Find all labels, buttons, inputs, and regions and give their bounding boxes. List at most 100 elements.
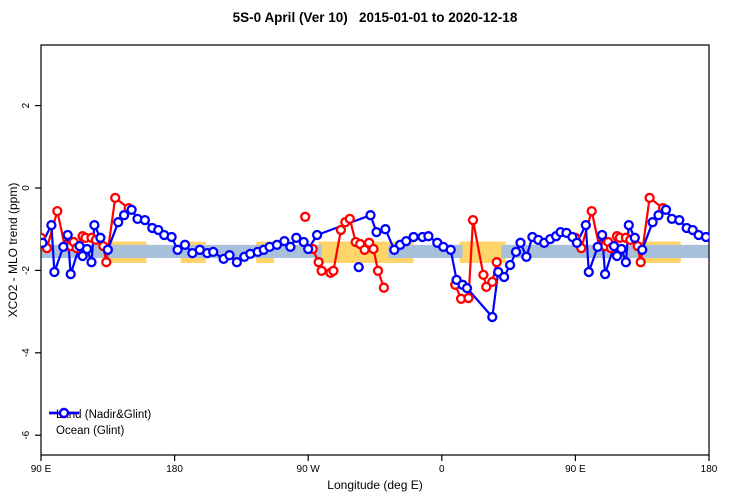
ocean-data-point <box>291 232 302 243</box>
legend-item-ocean: Ocean (Glint) <box>47 407 151 439</box>
ocean-data-point <box>599 268 611 280</box>
ocean-data-point <box>139 214 151 226</box>
ocean-data-point <box>653 210 664 221</box>
ocean-data-point <box>515 237 526 248</box>
chart-title: 5S-0 April (Ver 10) 2015-01-01 to 2020-1… <box>232 10 518 25</box>
land-data-point <box>635 257 646 268</box>
ocean-legend-marker-icon <box>49 407 79 419</box>
land-data-point <box>52 205 63 217</box>
ocean-data-point <box>371 226 382 238</box>
ocean-data-point <box>58 241 69 253</box>
ocean-data-point <box>616 243 627 255</box>
x-tick-label: 90 E <box>565 464 586 475</box>
ocean-data-point <box>674 214 685 226</box>
x-axis-label: Longitude (deg E) <box>327 478 423 492</box>
ocean-data-point <box>95 232 106 243</box>
ocean-data-point <box>231 257 243 268</box>
ocean-data-point <box>487 311 498 323</box>
land-data-point <box>335 224 347 236</box>
land-data-point <box>313 257 324 268</box>
land-data-point <box>101 257 112 268</box>
y-axis-label: XCO2 - MLO trend (ppm) <box>6 182 20 318</box>
ocean-data-point <box>401 235 412 247</box>
ocean-data-point <box>620 257 632 268</box>
ocean-data-point <box>46 219 57 231</box>
land-data-point <box>467 214 479 226</box>
ocean-data-point <box>81 243 93 255</box>
x-tick-label: 180 <box>166 464 183 475</box>
x-tick-label: 90 W <box>297 464 321 475</box>
legend: Land (Nadir&Glint) Ocean (Glint) <box>47 407 151 439</box>
ocean-data-point <box>62 229 73 241</box>
series-group <box>41 192 709 323</box>
ocean-data-point <box>126 204 137 215</box>
ocean-data-point <box>504 259 516 271</box>
ocean-data-point <box>596 229 608 241</box>
ocean-data-point <box>353 261 364 273</box>
land-data-point <box>372 265 384 276</box>
land-data-point <box>378 282 390 293</box>
ocean-data-point <box>303 243 314 255</box>
land-data-point <box>586 205 597 217</box>
land-data-point <box>328 265 339 276</box>
ocean-data-point <box>580 219 591 231</box>
ocean-series-line <box>41 208 708 319</box>
ocean-data-point <box>647 217 658 228</box>
ocean-data-point <box>583 266 594 278</box>
x-tick-label: 180 <box>701 464 718 475</box>
land-data-point <box>463 292 474 304</box>
plot-border <box>40 44 710 456</box>
land-data-point <box>110 192 121 204</box>
ocean-data-point <box>89 219 100 231</box>
land-data-point <box>300 211 311 222</box>
ocean-data-point <box>408 231 419 243</box>
ocean-data-point <box>118 210 130 221</box>
ocean-data-point <box>510 246 522 258</box>
ocean-data-point <box>498 271 510 283</box>
y-tick-label: -4 <box>21 348 32 357</box>
ocean-data-point <box>611 250 623 262</box>
y-tick-label: 2 <box>21 102 32 108</box>
y-tick-label: -6 <box>21 430 32 439</box>
x-tick-label: 0 <box>439 464 445 475</box>
ocean-data-point <box>365 210 376 221</box>
land-data-point <box>644 192 655 204</box>
ocean-data-point <box>208 246 219 258</box>
land-data-point <box>316 265 327 276</box>
ocean-data-point <box>660 204 672 215</box>
ocean-data-point <box>461 282 473 294</box>
legend-label-ocean: Ocean (Glint) <box>56 425 125 437</box>
ocean-data-point <box>629 232 640 243</box>
land-data-point <box>478 269 489 281</box>
ocean-data-point <box>113 217 124 228</box>
ocean-data-point <box>179 239 191 250</box>
x-tick-label: 90 E <box>31 464 52 475</box>
legend-label-land: Land (Nadir&Glint) <box>56 409 152 421</box>
ocean-data-point <box>637 244 648 255</box>
ocean-data-point <box>172 244 183 255</box>
ocean-data-point <box>571 237 583 248</box>
ocean-data-point <box>77 250 88 262</box>
y-tick-label: 0 <box>21 185 32 191</box>
ocean-data-point <box>521 251 532 262</box>
ocean-data-point <box>86 257 97 268</box>
land-data-point <box>491 257 502 268</box>
ocean-band-segment <box>501 244 709 259</box>
ocean-data-point <box>423 231 434 242</box>
ocean-data-point <box>102 244 113 255</box>
ocean-data-point <box>224 250 235 261</box>
ocean-data-point <box>700 231 709 243</box>
ocean-data-point <box>285 241 296 253</box>
ocean-data-point <box>311 229 323 241</box>
land-data-point <box>487 276 498 288</box>
ocean-data-point <box>279 235 290 247</box>
ocean-data-point <box>49 266 60 278</box>
ocean-data-point <box>592 241 603 253</box>
land-data-point <box>368 243 379 255</box>
ocean-data-point <box>166 231 177 243</box>
ocean-data-point <box>380 224 391 235</box>
land-data-point <box>344 213 355 225</box>
ocean-data-point <box>445 244 456 255</box>
